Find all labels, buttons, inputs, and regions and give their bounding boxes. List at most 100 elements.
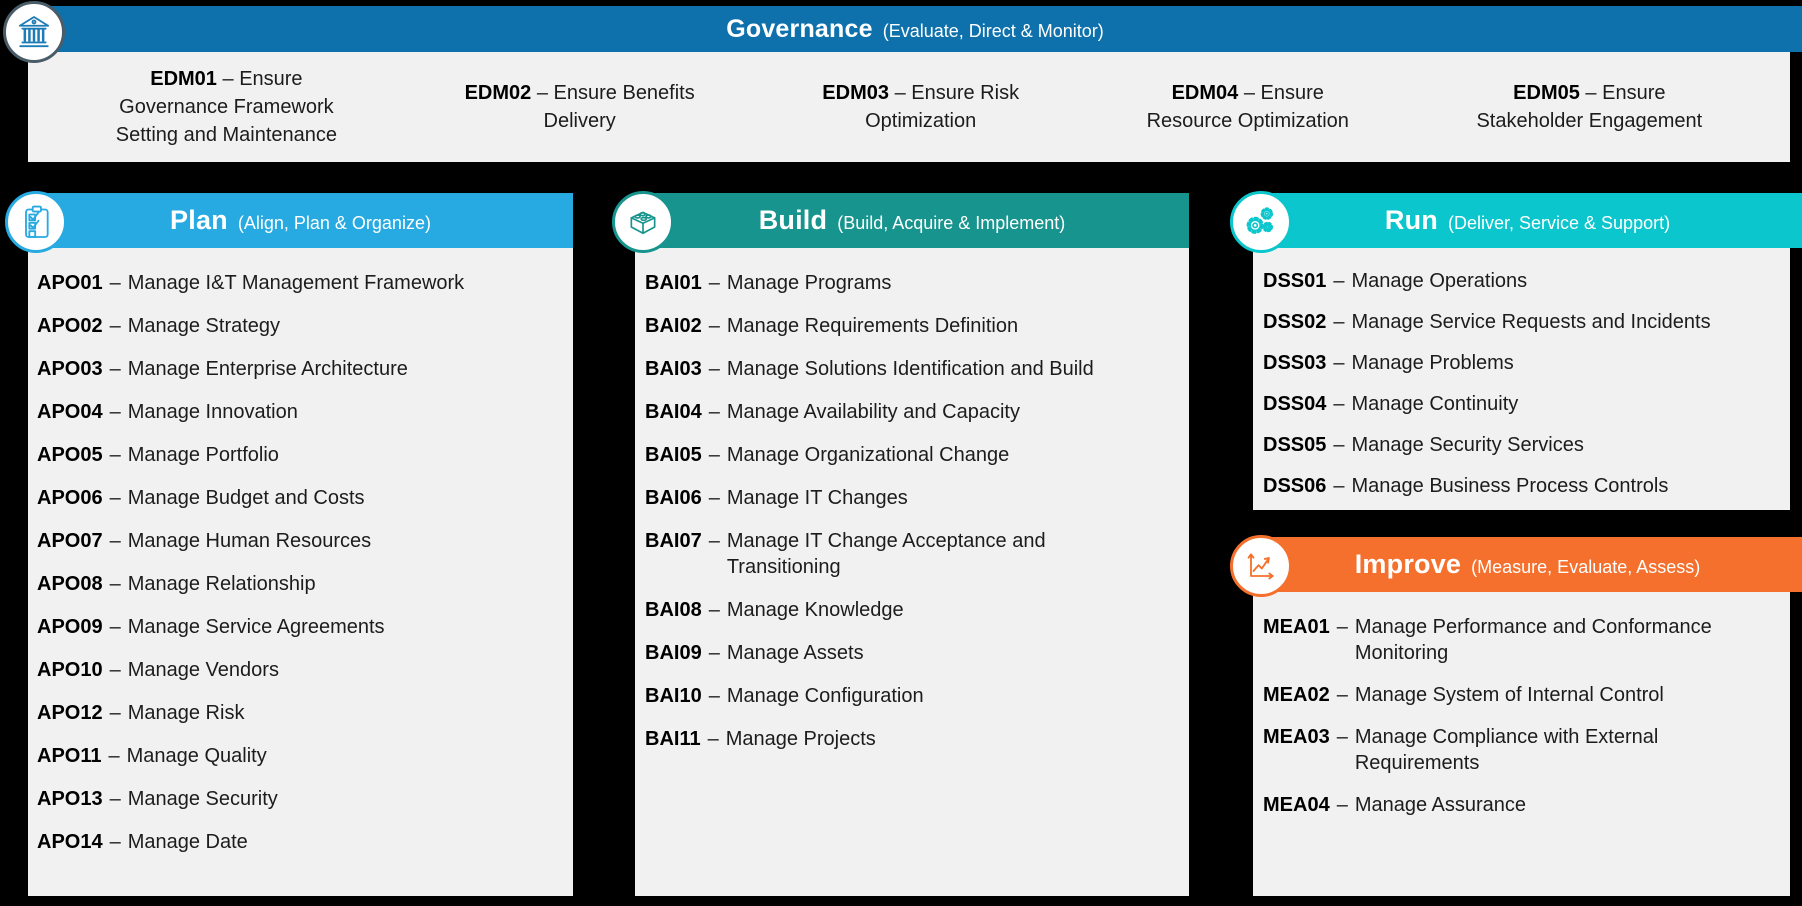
objective-item: APO08– Manage Relationship — [37, 571, 565, 597]
objective-text: Manage Innovation — [127, 401, 298, 423]
dash-separator: – — [1333, 475, 1345, 497]
objective-item: DSS06– Manage Business Process Controls — [1263, 473, 1784, 499]
objective-text: Manage Availability and Capacity — [726, 401, 1020, 423]
objective-code: APO12 — [37, 702, 103, 724]
dash-separator: – — [109, 788, 121, 810]
objective-item: BAI02– Manage Requirements Definition — [645, 313, 1181, 339]
dash-separator: – — [109, 315, 121, 337]
dash-separator: – — [1336, 726, 1348, 748]
dash-separator: – — [1333, 311, 1345, 333]
objective-text: Ensure Stakeholder Engagement — [1476, 82, 1703, 132]
plan-subtitle: (Align, Plan & Organize) — [237, 213, 431, 233]
objective-text: Manage Security Services — [1351, 434, 1584, 456]
dash-separator: – — [109, 401, 121, 423]
dash-separator: – — [707, 728, 719, 750]
objective-code: BAI08 — [645, 599, 702, 621]
objective-code: EDM03 — [822, 82, 889, 104]
dash-separator: – — [1243, 82, 1255, 104]
objective-code: MEA01 — [1263, 616, 1330, 638]
objective-item: DSS01– Manage Operations — [1263, 268, 1784, 294]
objective-code: BAI03 — [645, 358, 702, 380]
dash-separator: – — [1333, 434, 1345, 456]
objective-text: Manage Knowledge — [726, 599, 904, 621]
objective-code: BAI01 — [645, 272, 702, 294]
dash-separator: – — [1333, 270, 1345, 292]
objective-item: BAI10– Manage Configuration — [645, 683, 1181, 709]
objective-text: Manage Portfolio — [127, 444, 279, 466]
objective-text: Manage IT Changes — [726, 487, 908, 509]
dash-separator: – — [708, 642, 720, 664]
dash-separator: – — [708, 599, 720, 621]
objective-text: Manage IT Change Acceptance and Transiti… — [726, 530, 1046, 578]
dash-separator: – — [109, 272, 121, 294]
objective-text: Manage Operations — [1351, 270, 1528, 292]
objective-code: DSS01 — [1263, 270, 1327, 292]
objective-item: MEA01– Manage Performance and Conformance… — [1263, 614, 1784, 666]
objective-code: APO09 — [37, 616, 103, 638]
objective-code: APO08 — [37, 573, 103, 595]
improve-objectives-panel: MEA01– Manage Performance and Conformance… — [1253, 592, 1790, 896]
objective-code: BAI11 — [645, 728, 701, 750]
objective-text: Manage Human Resources — [127, 530, 372, 552]
plan-title: Plan — [170, 205, 228, 235]
run-title: Run — [1384, 205, 1438, 235]
edm-objective: EDM04 – Ensure Resource Optimization — [1147, 79, 1349, 135]
objective-code: MEA04 — [1263, 794, 1330, 816]
governance-subtitle: (Evaluate, Direct & Monitor) — [882, 21, 1104, 41]
dash-separator: – — [708, 444, 720, 466]
build-title: Build — [758, 205, 828, 235]
dash-separator: – — [708, 358, 720, 380]
plan-objectives-panel: APO01– Manage I&T Management Framework AP… — [28, 248, 573, 896]
edm-objective: EDM05 – Ensure Stakeholder Engagement — [1476, 79, 1702, 135]
objective-item: APO11– Manage Quality — [37, 743, 565, 769]
objective-item: MEA02– Manage System of Internal Control — [1263, 682, 1784, 708]
clipboard-checklist-icon — [5, 191, 67, 253]
objective-code: APO04 — [37, 401, 103, 423]
improve-title: Improve — [1354, 549, 1462, 579]
objective-code: DSS04 — [1263, 393, 1327, 415]
objective-text: Manage Organizational Change — [726, 444, 1010, 466]
objective-code: DSS02 — [1263, 311, 1327, 333]
dash-separator: – — [109, 616, 121, 638]
dash-separator: – — [109, 573, 121, 595]
objective-text: Ensure Governance Framework Setting and … — [115, 68, 338, 146]
objective-code: APO07 — [37, 530, 103, 552]
dash-separator: – — [894, 82, 906, 104]
objective-code: APO13 — [37, 788, 103, 810]
gears-icon — [1230, 191, 1292, 253]
objective-item: APO04– Manage Innovation — [37, 399, 565, 425]
run-objectives-panel: DSS01– Manage Operations DSS02– Manage Ser… — [1253, 248, 1790, 510]
objective-item: APO12– Manage Risk — [37, 700, 565, 726]
objective-text: Manage Relationship — [127, 573, 316, 595]
objective-code: DSS05 — [1263, 434, 1327, 456]
objective-text: Manage Risk — [127, 702, 245, 724]
objective-code: APO06 — [37, 487, 103, 509]
dash-separator: – — [109, 702, 121, 724]
objective-text: Manage Performance and Conformance Monit… — [1354, 616, 1712, 664]
dash-separator: – — [1336, 794, 1348, 816]
objective-item: BAI05– Manage Organizational Change — [645, 442, 1181, 468]
dash-separator: – — [1336, 616, 1348, 638]
dash-separator: – — [708, 272, 720, 294]
build-header-bar: Build (Build, Acquire & Implement) — [635, 193, 1189, 248]
dash-separator: – — [109, 358, 121, 380]
objective-item: APO01– Manage I&T Management Framework — [37, 270, 565, 296]
objective-item: BAI06– Manage IT Changes — [645, 485, 1181, 511]
objective-item: APO09– Manage Service Agreements — [37, 614, 565, 640]
dash-separator: – — [108, 745, 120, 767]
improve-header-bar: Improve (Measure, Evaluate, Assess) — [1253, 537, 1802, 592]
objective-code: DSS06 — [1263, 475, 1327, 497]
edm-objective: EDM01 – Ensure Governance Framework Sett… — [116, 65, 337, 149]
objective-item: APO10– Manage Vendors — [37, 657, 565, 683]
objective-text: Manage Configuration — [726, 685, 924, 707]
objective-text: Manage Budget and Costs — [127, 487, 365, 509]
objective-text: Manage Quality — [126, 745, 267, 767]
objective-item: BAI11– Manage Projects — [645, 726, 1181, 752]
objective-code: APO14 — [37, 831, 103, 853]
objective-item: APO14– Manage Date — [37, 829, 565, 855]
objective-code: MEA02 — [1263, 684, 1330, 706]
objective-item: BAI03– Manage Solutions Identification an… — [645, 356, 1181, 382]
objective-text: Manage Date — [127, 831, 248, 853]
objective-code: APO01 — [37, 272, 103, 294]
